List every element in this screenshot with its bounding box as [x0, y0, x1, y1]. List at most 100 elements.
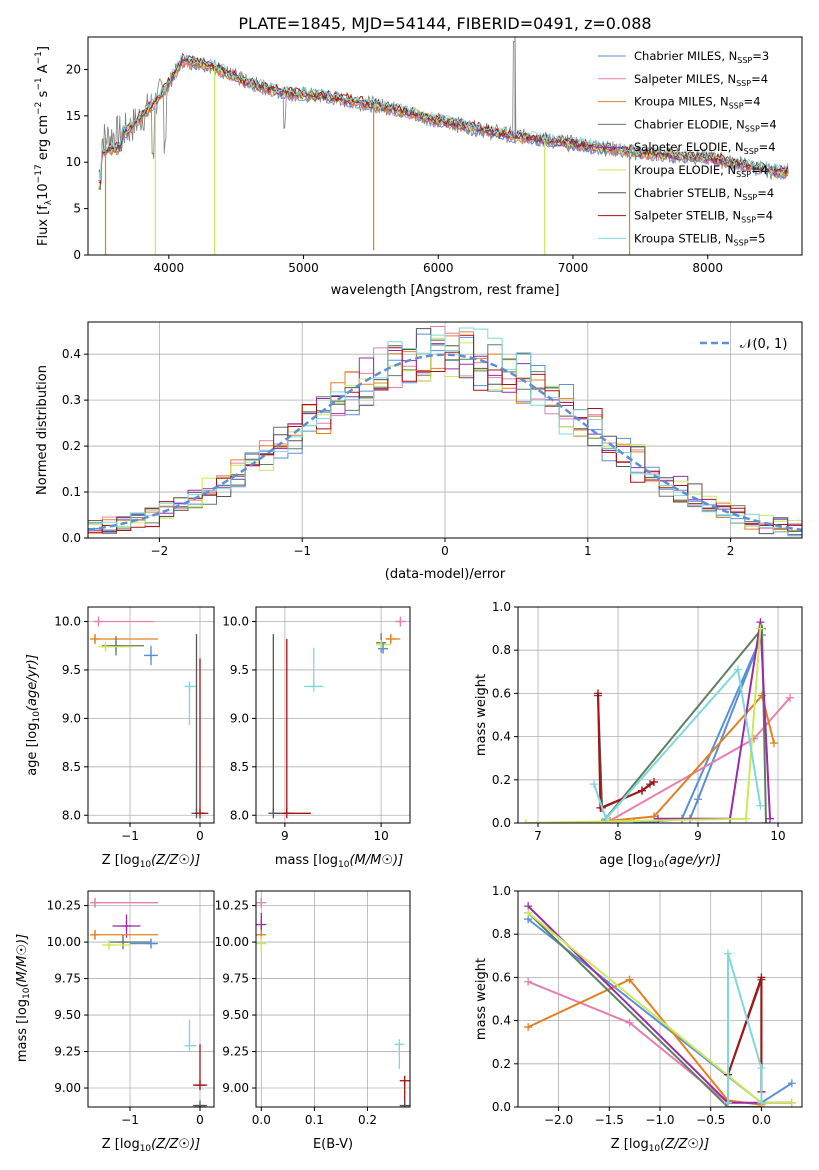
series-point	[723, 949, 732, 958]
y-tick-label: 10.0	[222, 615, 249, 629]
series-point	[524, 1023, 533, 1032]
y-tick-label: 0.2	[492, 1057, 511, 1071]
y-axis-label-part: −2	[34, 102, 44, 115]
legend-nssp-sub: SSP	[736, 170, 751, 179]
y-tick-label: 9.0	[62, 711, 81, 725]
y-tick-label: 0.2	[492, 773, 511, 787]
legend-nssp-sub: SSP	[736, 79, 751, 88]
y-axis-label-part: −1	[34, 51, 44, 64]
legend-nssp-prefix: , N	[713, 95, 729, 109]
series-lines	[524, 902, 796, 1107]
errorbar-point	[184, 1019, 197, 1051]
series-line	[527, 980, 729, 1104]
x-tick-label: 0.1	[305, 1113, 324, 1127]
x-axis-label: (data-model)/error	[385, 567, 506, 582]
x-tick-label: 10	[770, 829, 785, 843]
mass-weight-vs-Z-panel: −2.0 −1.5 −1.0 −0.5 0.0 0.0 0.2 0.4 0.6 0.8 1.0 mas…	[474, 884, 803, 1154]
y-axis-label: age [log10(age/yr)]	[25, 654, 42, 776]
x-axis-label-text: mass [log	[275, 853, 338, 868]
x-tick-label: 8	[614, 829, 622, 843]
model-spectrum	[98, 55, 788, 183]
errorbar-point	[130, 938, 158, 949]
x-axis-label-text: Z [log	[102, 853, 140, 868]
y-tick-label: 0.8	[492, 643, 511, 657]
y-tick-label: 0.4	[62, 347, 81, 361]
x-tick-label: −0.5	[696, 1113, 725, 1127]
legend-nssp-eq: =	[759, 140, 769, 154]
x-axis-label: E(B-V)	[313, 1137, 353, 1152]
series-line	[527, 911, 762, 1107]
y-tick-label: 1.0	[492, 600, 511, 614]
errorbar-point	[268, 634, 293, 819]
legend-nssp-value: 5	[758, 231, 765, 245]
x-tick-label: −1.0	[645, 1113, 674, 1127]
x-tick-label: 2	[727, 544, 735, 558]
y-tick-label: 10.00	[215, 935, 249, 949]
legend-nssp-sub: SSP	[742, 193, 757, 202]
legend-nssp-eq: =	[756, 209, 766, 223]
series-point	[723, 1098, 732, 1107]
x-tick-label: 7000	[558, 261, 589, 275]
normal-curve	[88, 353, 802, 532]
x-axis-label: Z [log10(Z/Z☉)]	[102, 853, 200, 870]
legend-nssp-value: 4	[766, 209, 773, 223]
mass-vs-EBV-panel: 0.0 0.1 0.2 9.00 9.25 9.50 9.75 10.00 10.25 E(B-V…	[215, 890, 411, 1152]
legend-nssp-prefix: , N	[725, 209, 741, 223]
x-axis-label-arg: (age/yr)]	[664, 853, 721, 868]
legend-entry: Salpeter STELIB, NSSP=4	[634, 209, 773, 225]
y-tick-label: 0.4	[492, 1014, 511, 1028]
y-tick-label: 0.1	[62, 485, 81, 499]
x-axis-label-arg: (Z/Z☉)]	[151, 853, 200, 868]
y-tick-label: 0.6	[492, 686, 511, 700]
errorbar-point	[193, 1100, 207, 1107]
errorbars	[90, 616, 209, 819]
legend-nssp-value: 4	[753, 95, 760, 109]
series-point	[625, 1018, 634, 1027]
legend-name: Chabrier ELODIE	[634, 117, 729, 131]
series-lines	[522, 618, 794, 823]
errorbar-point	[399, 1075, 410, 1107]
x-tick-label: 0	[441, 544, 449, 558]
x-tick-label: −1.5	[595, 1113, 624, 1127]
spectrum-lines	[98, 37, 789, 255]
y-tick-label: 9.00	[54, 1081, 81, 1095]
y-tick-label: 10.25	[215, 899, 249, 913]
y-tick-label: 9.5	[62, 663, 81, 677]
chart-title: PLATE=1845, MJD=54144, FIBERID=0491, z=0…	[238, 14, 651, 33]
legend-nssp-eq: =	[752, 49, 762, 63]
y-axis-label-sub: 10	[22, 987, 32, 999]
legend-name: Chabrier MILES	[634, 49, 721, 63]
y-axis-label: mass weight	[474, 674, 489, 756]
errorbar-point	[144, 645, 158, 666]
series-point	[602, 814, 610, 823]
y-axis-label: Normed distribution	[35, 365, 50, 495]
errorbar-point	[399, 1100, 410, 1107]
x-tick-label: 9	[694, 829, 702, 843]
x-tick-label: 9	[281, 829, 289, 843]
legend-entry: Kroupa STELIB, NSSP=5	[634, 231, 766, 247]
errorbar-point	[112, 914, 141, 938]
legend-nssp-prefix: , N	[726, 186, 742, 200]
x-tick-label: 0.0	[252, 1113, 271, 1127]
y-tick-label: 8.5	[62, 760, 81, 774]
legend-nssp-prefix: , N	[720, 163, 736, 177]
series-line	[658, 621, 771, 820]
legend-nssp-eq: =	[751, 72, 761, 86]
y-tick-label: 9.00	[222, 1081, 249, 1095]
x-tick-label: 1	[584, 544, 592, 558]
x-axis-label-text: age [log	[599, 853, 652, 868]
x-axis-label-sub: 10	[338, 860, 350, 870]
legend-nssp-prefix: , N	[721, 49, 737, 63]
x-axis-label-text: Z [log	[611, 1137, 649, 1152]
legend-nssp-eq: =	[757, 186, 767, 200]
y-tick-label: 9.5	[230, 663, 249, 677]
y-axis-label-arg: (age/yr)]	[25, 654, 40, 711]
y-tick-label: 0.3	[62, 393, 81, 407]
y-tick-label: 20	[66, 62, 81, 76]
errorbar-point	[98, 641, 134, 652]
spectrum-panel: 4000 5000 6000 7000 8000 0 5 10 15 20 PLATE=1845, …	[34, 14, 803, 298]
x-tick-label: −1	[121, 829, 139, 843]
x-axis-label-arg: (Z/Z☉)]	[660, 1137, 709, 1152]
y-tick-label: 0.8	[492, 927, 511, 941]
